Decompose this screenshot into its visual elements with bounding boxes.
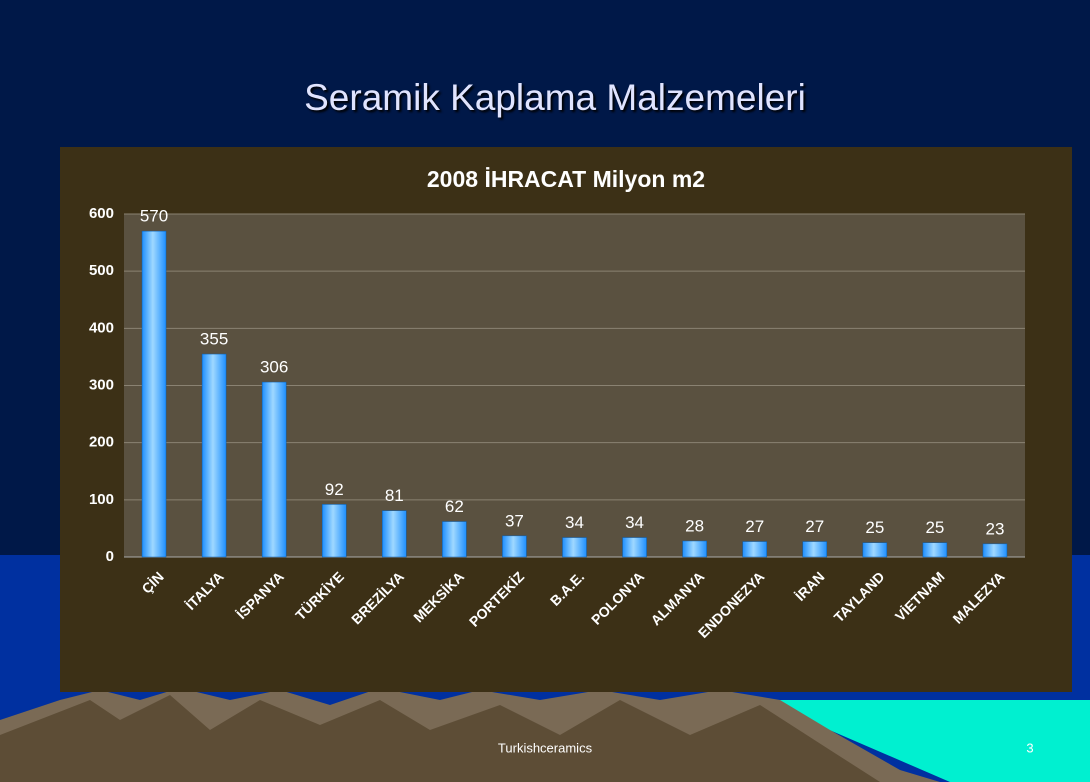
bar — [743, 542, 767, 557]
value-label: 27 — [745, 517, 764, 536]
y-tick-label: 0 — [106, 548, 114, 565]
bar — [202, 354, 226, 557]
value-label: 25 — [865, 518, 884, 537]
y-tick-label: 500 — [89, 262, 114, 279]
bar — [322, 504, 346, 557]
y-tick-label: 600 — [89, 205, 114, 222]
value-label: 306 — [260, 358, 288, 377]
y-tick-label: 400 — [89, 319, 114, 336]
bar — [923, 543, 947, 557]
value-label: 92 — [325, 480, 344, 499]
value-label: 25 — [925, 518, 944, 537]
bar — [863, 543, 887, 557]
value-label: 34 — [625, 513, 644, 532]
bar — [502, 536, 526, 557]
page-number: 3 — [1026, 740, 1033, 755]
bar — [142, 231, 166, 557]
value-label: 37 — [505, 511, 524, 530]
slide: Seramik Kaplama Malzemeleri 2008 İHRACAT… — [0, 0, 1090, 782]
slide-title: Seramik Kaplama Malzemeleri — [304, 77, 806, 118]
footer: Turkishceramics — [498, 740, 593, 755]
value-label: 81 — [385, 486, 404, 505]
bar — [683, 541, 707, 557]
value-label: 28 — [685, 516, 704, 535]
bar — [623, 538, 647, 557]
y-tick-label: 200 — [89, 434, 114, 451]
y-tick-label: 100 — [89, 491, 114, 508]
value-label: 23 — [986, 519, 1005, 538]
chart-title: 2008 İHRACAT Milyon m2 — [427, 166, 705, 192]
bar — [983, 544, 1007, 557]
bar — [442, 522, 466, 557]
value-label: 34 — [565, 513, 584, 532]
bar — [803, 542, 827, 557]
value-label: 570 — [140, 207, 168, 226]
value-label: 355 — [200, 330, 228, 349]
bar — [262, 382, 286, 557]
bar — [563, 538, 587, 557]
y-tick-label: 300 — [89, 376, 114, 393]
bar — [382, 511, 406, 557]
value-label: 27 — [805, 517, 824, 536]
value-label: 62 — [445, 497, 464, 516]
